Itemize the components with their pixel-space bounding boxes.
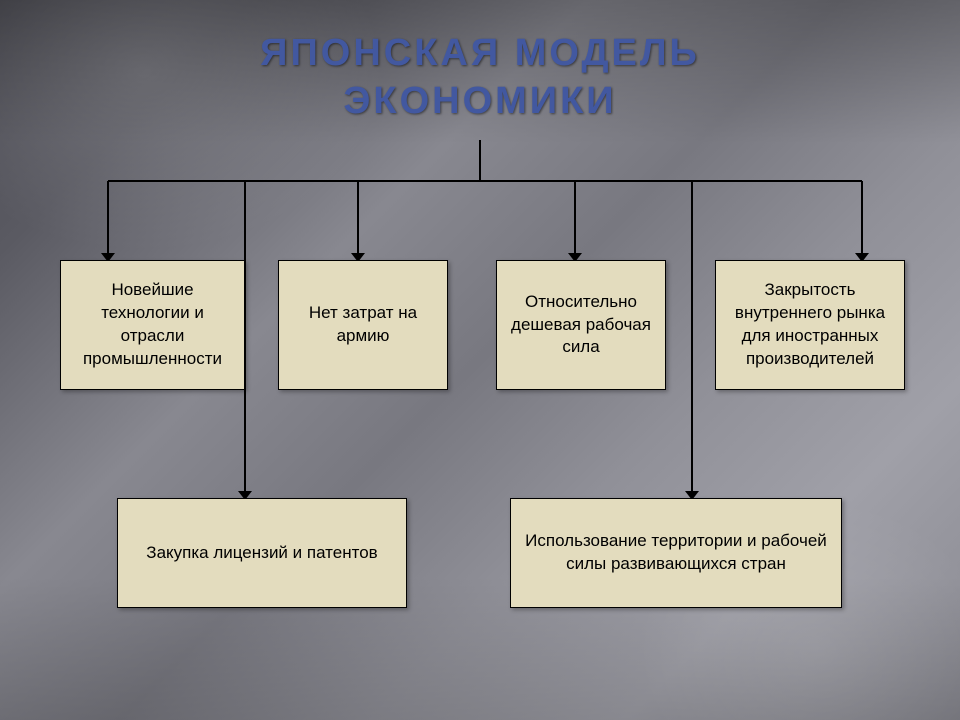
node-cheap-labor: Относительно дешевая рабочая сила [496, 260, 666, 390]
node-technologies: Новейшие технологии и отрасли промышленн… [60, 260, 245, 390]
slide-title: ЯПОНСКАЯ МОДЕЛЬ ЭКОНОМИКИ [0, 30, 960, 125]
title-line-1: ЯПОНСКАЯ МОДЕЛЬ [260, 32, 700, 74]
node-no-army-costs: Нет затрат на армию [278, 260, 448, 390]
node-closed-market: Закрытость внутреннего рынка для иностра… [715, 260, 905, 390]
node-licenses: Закупка лицензий и патентов [117, 498, 407, 608]
node-foreign-labor: Использование территории и рабочей силы … [510, 498, 842, 608]
title-line-2: ЭКОНОМИКИ [343, 80, 616, 122]
